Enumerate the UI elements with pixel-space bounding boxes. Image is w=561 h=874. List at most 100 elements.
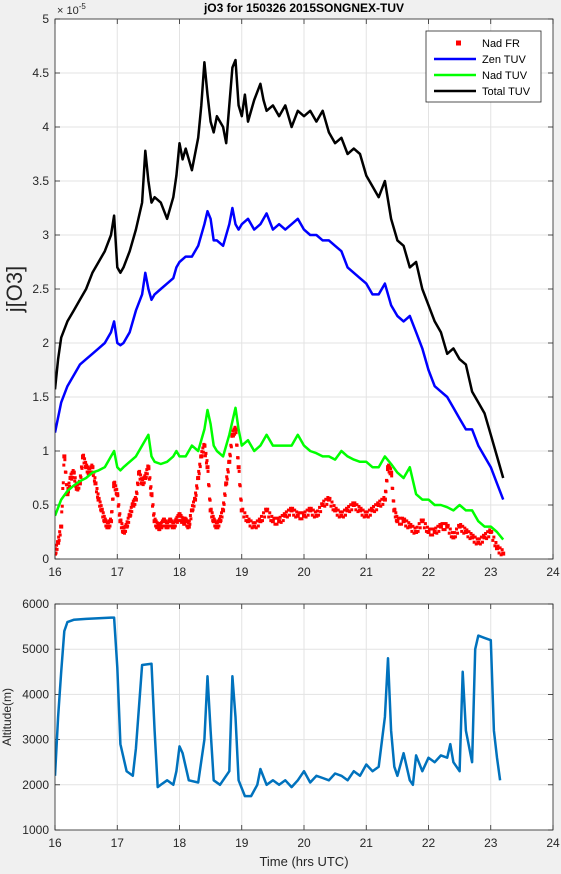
x-tick-label: 19 — [235, 565, 249, 579]
nad-fr-point — [372, 505, 376, 508]
nad-fr-point — [57, 535, 61, 539]
nad-fr-point — [325, 502, 329, 506]
nad-fr-point — [107, 526, 111, 530]
nad-fr-point — [69, 472, 73, 476]
nad-fr-point — [335, 513, 339, 517]
nad-fr-point — [396, 516, 400, 520]
nad-fr-point — [70, 477, 74, 481]
nad-fr-point — [112, 485, 116, 489]
y-tick-label: 2000 — [22, 778, 49, 792]
nad-fr-point — [492, 535, 496, 539]
nad-fr-point — [336, 508, 340, 512]
nad-fr-point — [203, 454, 207, 458]
nad-fr-point — [136, 483, 140, 487]
nad-fr-point — [168, 519, 173, 524]
nad-fr-point — [175, 515, 179, 519]
nad-fr-point — [471, 533, 475, 537]
nad-fr-point — [254, 526, 258, 530]
nad-fr-point — [376, 503, 381, 507]
nad-fr-point — [74, 484, 78, 488]
y-tick-label: 5 — [42, 12, 49, 26]
nad-fr-point — [451, 535, 456, 540]
nad-fr-point — [169, 517, 173, 521]
nad-fr-point — [447, 531, 451, 535]
nad-fr-point — [381, 502, 385, 506]
nad-fr-point — [133, 496, 137, 499]
nad-fr-point — [424, 529, 428, 533]
nad-fr-point — [150, 494, 154, 498]
nad-fr-point — [425, 525, 429, 529]
x-tick-label: 23 — [484, 565, 498, 579]
nad-fr-point — [113, 488, 117, 492]
nad-fr-point — [242, 515, 246, 519]
nad-fr-point — [434, 526, 438, 530]
nad-fr-point — [222, 502, 226, 506]
nad-fr-point — [452, 531, 456, 535]
nad-fr-point — [186, 521, 190, 525]
nad-fr-point — [142, 481, 146, 485]
nad-fr-point — [392, 499, 396, 503]
nad-fr-point — [345, 508, 350, 513]
nad-fr-point — [143, 474, 147, 478]
nad-fr-point — [207, 484, 211, 488]
nad-fr-point — [245, 514, 249, 518]
nad-fr-point — [64, 470, 68, 474]
nad-fr-point — [221, 508, 226, 513]
nad-fr-point — [486, 530, 490, 534]
nad-fr-point — [154, 524, 158, 528]
nad-fr-point — [58, 530, 62, 534]
nad-fr-point — [351, 501, 355, 505]
nad-fr-point — [154, 519, 158, 523]
nad-fr-point — [179, 519, 183, 523]
nad-fr-point — [395, 519, 400, 524]
nad-fr-point — [387, 463, 391, 467]
nad-fr-point — [277, 519, 282, 524]
nad-fr-point — [499, 553, 503, 557]
nad-fr-point — [438, 523, 442, 526]
nad-fr-point — [295, 510, 299, 514]
nad-fr-point — [365, 510, 369, 514]
nad-fr-point — [244, 519, 248, 523]
nad-fr-point — [238, 484, 242, 488]
nad-fr-point — [337, 515, 341, 519]
nad-fr-point — [200, 454, 204, 458]
nad-fr-point — [251, 521, 255, 525]
nad-fr-point — [401, 516, 405, 520]
nad-fr-point — [282, 512, 286, 516]
nad-fr-point — [124, 523, 128, 526]
nad-fr-point — [86, 465, 90, 469]
nad-fr-point — [310, 513, 314, 517]
nad-fr-point — [231, 429, 235, 433]
nad-fr-point — [287, 513, 291, 517]
nad-fr-point — [442, 522, 446, 526]
nad-fr-point — [98, 504, 102, 508]
y-tick-label: 3 — [42, 228, 49, 242]
nad-fr-point — [206, 469, 210, 473]
nad-fr-point — [194, 491, 198, 495]
nad-fr-point — [324, 497, 328, 501]
nad-fr-point — [453, 535, 457, 539]
nad-fr-point — [460, 529, 464, 533]
nad-fr-point — [71, 469, 75, 472]
nad-fr-point — [192, 504, 196, 508]
nad-fr-point — [138, 477, 142, 481]
nad-fr-point — [266, 507, 270, 511]
series-zen-tuv — [55, 206, 505, 501]
nad-fr-point — [342, 508, 346, 512]
nad-fr-point — [317, 513, 321, 517]
nad-fr-point — [152, 519, 157, 524]
nad-fr-point — [415, 525, 419, 529]
nad-fr-point — [289, 508, 294, 513]
nad-fr-point — [223, 493, 227, 497]
nad-fr-point — [208, 498, 212, 502]
legend-label: Zen TUV — [482, 54, 526, 66]
nad-fr-point — [239, 498, 243, 502]
nad-fr-point — [228, 454, 232, 458]
nad-fr-point — [347, 505, 351, 508]
legend-label: Nad TUV — [482, 70, 528, 82]
nad-fr-point — [67, 481, 71, 485]
nad-fr-point — [216, 526, 220, 530]
nad-fr-point — [195, 484, 199, 488]
nad-fr-point — [233, 425, 237, 429]
nad-fr-point — [498, 546, 502, 550]
